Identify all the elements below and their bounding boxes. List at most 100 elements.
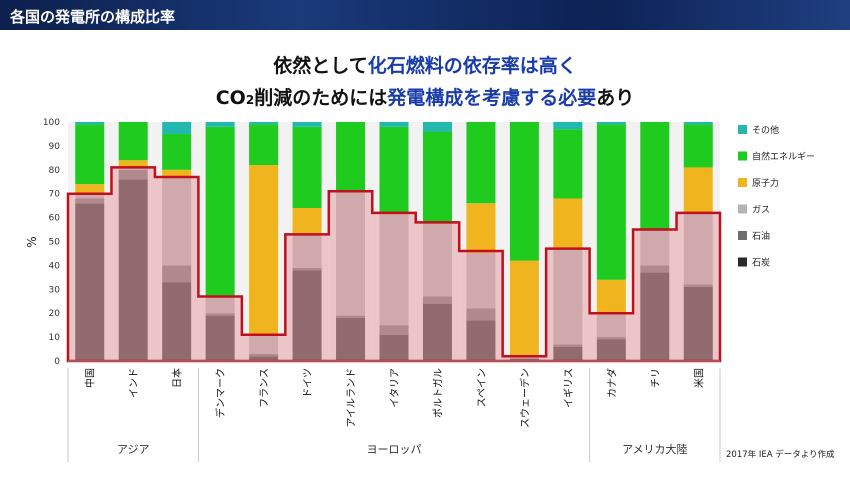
y-tick-label: 10 (49, 333, 61, 343)
bar-segment (683, 122, 713, 125)
y-tick-label: 80 (49, 166, 61, 176)
y-tick-label: 30 (49, 285, 61, 295)
bar-segment (379, 126, 409, 213)
group-label: アジア (117, 443, 150, 456)
bar-segment (422, 131, 452, 223)
legend-swatch (738, 257, 747, 267)
headline: 依然として化石燃料の依存率は高く CO2削減のためには発電構成を考慮する必要あり (0, 50, 850, 116)
x-tick-label: イタリア (389, 368, 401, 408)
legend-label: 自然エネルギー (752, 151, 815, 163)
x-tick-label: ポルトガル (432, 368, 444, 418)
legend-label: その他 (752, 124, 779, 136)
fossil-overlay (241, 334, 286, 361)
legend-swatch (738, 125, 747, 134)
group-label: ヨーロッパ (367, 443, 422, 456)
fossil-overlay (415, 222, 460, 361)
fossil-overlay (589, 313, 634, 361)
headline-highlight: 化石燃料の依存率は高く (367, 55, 577, 77)
bar-segment (640, 122, 670, 230)
bar-segment (162, 169, 192, 177)
bar-segment (292, 122, 322, 127)
bar-segment (205, 126, 235, 297)
fossil-overlay (676, 212, 720, 361)
bar-segment (162, 122, 192, 134)
y-tick-label: 90 (49, 142, 61, 152)
bar-segment (466, 203, 496, 254)
bar-segment (75, 184, 105, 194)
y-tick-label: 50 (49, 238, 61, 248)
bar-segment (75, 124, 105, 185)
legend-label: 原子力 (752, 177, 779, 189)
bar-segment (118, 160, 148, 168)
fossil-overlay (285, 234, 329, 361)
bar-segment (379, 122, 409, 127)
x-tick-label: スウェーデン (518, 368, 531, 428)
legend-label: 石油 (752, 230, 770, 242)
bar-segment (509, 122, 539, 261)
x-tick-label: インド (129, 368, 140, 398)
legend-swatch (738, 204, 747, 214)
bar-segment (596, 279, 626, 314)
x-tick-label: カナダ (605, 368, 618, 398)
headline-text: あり (596, 87, 635, 109)
bar-segment (249, 165, 279, 335)
bar-segment (118, 122, 148, 161)
bar-segment (509, 260, 539, 357)
legend-swatch (738, 151, 747, 161)
bar-segment (553, 198, 583, 249)
bar-segment (683, 167, 713, 213)
x-tick-label: デンマーク (214, 368, 227, 418)
bar-segment (249, 122, 279, 125)
x-tick-label: 米国 (692, 368, 705, 388)
fossil-overlay (633, 229, 677, 361)
y-tick-label: 40 (49, 261, 61, 271)
fossil-overlay (328, 191, 373, 361)
legend-label: ガス (752, 205, 770, 216)
fossil-overlay (111, 167, 155, 361)
x-tick-label: チリ (650, 368, 662, 388)
headline-line-2: CO2削減のためには発電構成を考慮する必要あり (0, 82, 850, 116)
headline-highlight: 発電構成を考慮する必要 (387, 87, 597, 109)
bar-segment (683, 124, 713, 168)
bar-segment (292, 208, 322, 235)
y-tick-label: 100 (43, 118, 60, 128)
bar-segment (292, 126, 322, 209)
title-bar: 各国の発電所の構成比率 (0, 0, 850, 30)
group-label: アメリカ大陸 (622, 442, 687, 456)
x-tick-label: アイルランド (346, 368, 358, 428)
fossil-outline (66, 166, 722, 363)
x-tick-label: フランス (259, 368, 271, 408)
x-tick-label: スペイン (477, 368, 488, 407)
y-tick-label: 60 (49, 214, 61, 224)
bar-segment (162, 133, 192, 170)
bar-segment (553, 122, 583, 130)
y-tick-label: 20 (49, 309, 61, 319)
headline-text: 依然として (273, 55, 368, 77)
headline-text: 削減のためには (254, 87, 388, 109)
fossil-overlay (546, 248, 590, 361)
y-tick-label: 0 (54, 357, 60, 367)
source-note: 2017年 IEA データより作成 (726, 450, 835, 460)
page-title: 各国の発電所の構成比率 (10, 8, 176, 26)
fossil-overlay (68, 193, 112, 361)
headline-subscript: 2 (245, 93, 255, 107)
legend-label: 石炭 (752, 258, 770, 269)
bar-segment (553, 129, 583, 199)
x-tick-label: ドイツ (303, 368, 314, 398)
fossil-overlay (502, 356, 547, 361)
bar-segment (466, 122, 496, 204)
y-tick-label: 70 (49, 190, 61, 200)
headline-line-1: 依然として化石燃料の依存率は高く (0, 50, 850, 82)
fossil-overlay (372, 212, 416, 361)
legend-swatch (738, 178, 747, 187)
legend-swatch (738, 231, 747, 240)
x-tick-label: 日本 (171, 368, 184, 388)
fossil-overlay (154, 176, 199, 361)
bar-segment (75, 122, 105, 125)
bar-segment (336, 122, 366, 192)
bar-segment (596, 122, 626, 125)
y-axis-label: % (25, 236, 39, 247)
x-tick-label: イギリス (563, 368, 575, 408)
fossil-overlay (459, 251, 503, 361)
